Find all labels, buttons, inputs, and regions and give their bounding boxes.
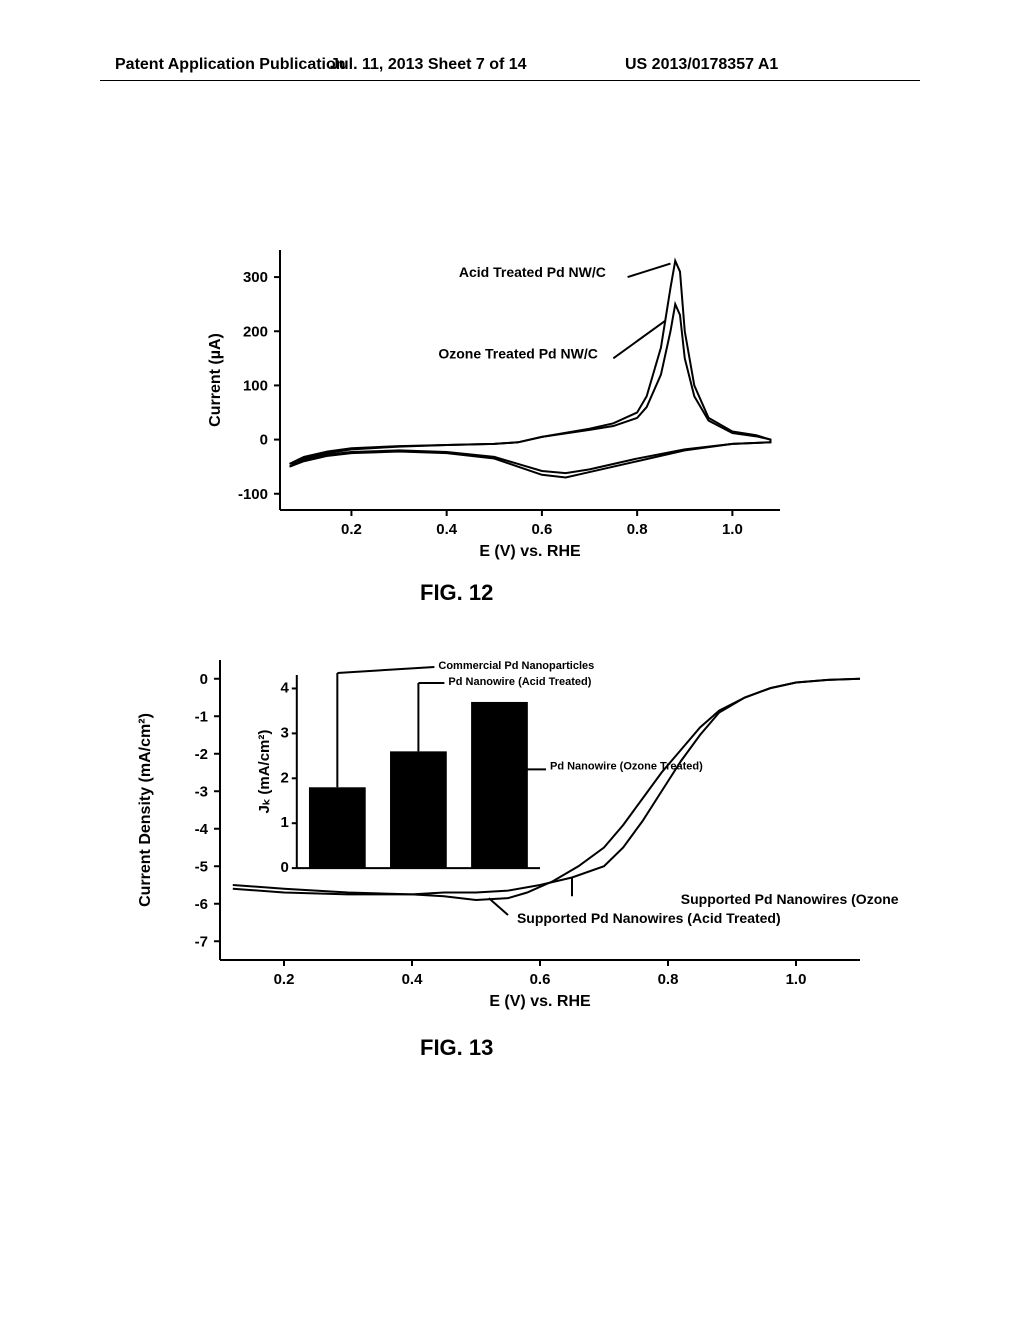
figure-12: -100 0 100 200 300 0.2 0.4 0.6 0.8 1.0 E (V) vs. R… (190, 230, 810, 570)
svg-text:Commercial Pd Nanoparticles: Commercial Pd Nanoparticles (438, 660, 594, 672)
svg-text:0.6: 0.6 (531, 521, 552, 538)
svg-text:Pd Nanowire (Ozone Treated): Pd Nanowire (Ozone Treated) (550, 760, 703, 772)
svg-text:-3: -3 (195, 783, 208, 800)
svg-text:0.6: 0.6 (530, 971, 551, 988)
svg-text:2: 2 (280, 769, 288, 786)
page: Patent Application Publication Jul. 11, … (0, 0, 1024, 1320)
header-date-sheet: Jul. 11, 2013 Sheet 7 of 14 (330, 56, 527, 74)
svg-text:-2: -2 (195, 746, 208, 763)
svg-text:0.4: 0.4 (402, 971, 424, 988)
svg-text:-1: -1 (195, 708, 208, 725)
svg-text:0: 0 (260, 432, 268, 449)
header-patent-number: US 2013/0178357 A1 (625, 56, 778, 74)
figure-13-caption: FIG. 13 (420, 1035, 493, 1061)
fig12-chart: -100 0 100 200 300 0.2 0.4 0.6 0.8 1.0 E (V) vs. R… (190, 230, 810, 570)
figure-12-caption: FIG. 12 (420, 580, 493, 606)
svg-text:Ozone Treated Pd NW/C: Ozone Treated Pd NW/C (438, 345, 597, 361)
svg-text:0.8: 0.8 (627, 521, 648, 538)
svg-text:0.2: 0.2 (341, 521, 362, 538)
header-publication: Patent Application Publication (115, 56, 346, 74)
svg-text:0: 0 (200, 671, 208, 688)
svg-text:Acid Treated Pd NW/C: Acid Treated Pd NW/C (459, 264, 606, 280)
svg-text:Current (µA): Current (µA) (207, 333, 224, 427)
svg-text:-5: -5 (195, 858, 208, 875)
svg-text:3: 3 (280, 724, 288, 741)
svg-text:1.0: 1.0 (722, 521, 743, 538)
svg-text:E (V) vs. RHE: E (V) vs. RHE (479, 543, 581, 560)
svg-text:100: 100 (243, 377, 268, 394)
svg-text:-4: -4 (195, 821, 209, 838)
svg-text:Current Density (mA/cm²): Current Density (mA/cm²) (137, 713, 154, 907)
svg-text:0.4: 0.4 (436, 521, 458, 538)
svg-text:-100: -100 (238, 486, 268, 503)
svg-text:0.2: 0.2 (274, 971, 295, 988)
svg-text:1: 1 (280, 814, 288, 831)
svg-text:Supported Pd Nanowires (Acid T: Supported Pd Nanowires (Acid Treated) (517, 910, 781, 926)
svg-text:-6: -6 (195, 896, 208, 913)
svg-text:200: 200 (243, 323, 268, 340)
svg-text:Supported Pd Nanowires (Ozone: Supported Pd Nanowires (Ozone Treated) (681, 891, 900, 907)
svg-text:300: 300 (243, 269, 268, 286)
fig13-chart: -7 -6 -5 -4 -3 -2 -1 0 0.2 0.4 0.6 0.8 1.0 E (V) vs. … (120, 640, 900, 1020)
svg-text:0: 0 (280, 859, 288, 876)
svg-text:Pd Nanowire (Acid Treated): Pd Nanowire (Acid Treated) (448, 676, 591, 688)
svg-text:-7: -7 (195, 933, 208, 950)
svg-text:4: 4 (280, 679, 289, 696)
header-rule (100, 80, 920, 81)
svg-text:Jₖ (mA/cm²): Jₖ (mA/cm²) (256, 730, 273, 814)
svg-text:1.0: 1.0 (786, 971, 807, 988)
figure-13: -7 -6 -5 -4 -3 -2 -1 0 0.2 0.4 0.6 0.8 1.0 E (V) vs. … (120, 640, 900, 1020)
svg-text:0.8: 0.8 (658, 971, 679, 988)
svg-text:E (V) vs. RHE: E (V) vs. RHE (489, 993, 591, 1010)
